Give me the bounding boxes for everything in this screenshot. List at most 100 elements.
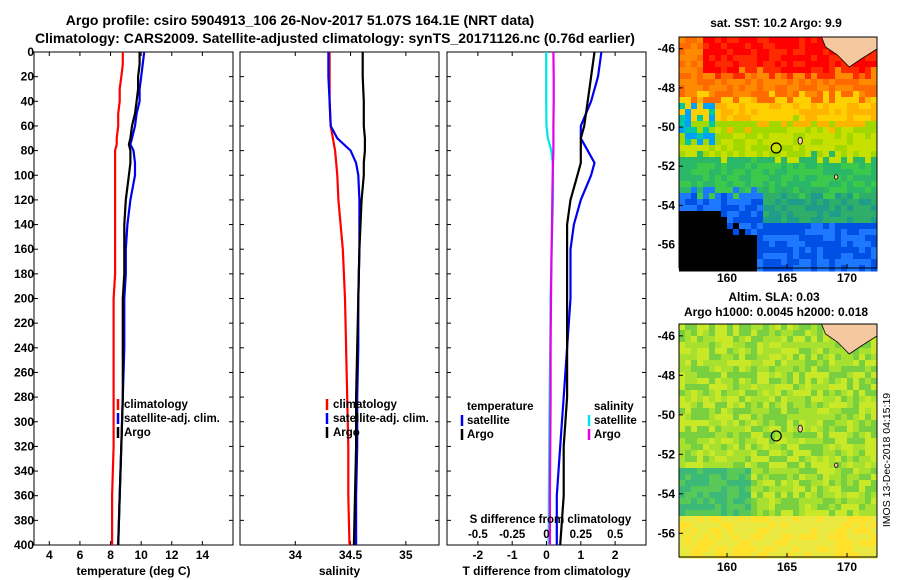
map-cell — [709, 552, 716, 559]
map-cell — [847, 402, 854, 409]
depth-tick-label: 240 — [14, 341, 34, 355]
map-cell — [853, 259, 860, 266]
map-cell — [715, 342, 722, 349]
map-cell — [691, 480, 698, 487]
map-cell — [823, 49, 830, 56]
map-cell — [721, 384, 728, 391]
map-cell — [727, 133, 734, 140]
map-cell — [751, 408, 758, 415]
map-cell — [745, 253, 752, 260]
map-cell — [859, 133, 866, 140]
map-cell — [781, 378, 788, 385]
map-cell — [787, 193, 794, 200]
map-cell — [871, 462, 878, 469]
map-cell — [817, 420, 824, 427]
map-cell — [811, 402, 818, 409]
island — [797, 136, 803, 145]
map-cell — [691, 420, 698, 427]
map-cell — [775, 324, 782, 331]
map-cell — [811, 456, 818, 463]
map-cell — [847, 103, 854, 110]
map-cell — [703, 462, 710, 469]
map-cell — [799, 91, 806, 98]
map-cell — [787, 402, 794, 409]
map-cell — [835, 127, 842, 134]
map-cell — [727, 456, 734, 463]
map-cell — [823, 229, 830, 236]
map-cell — [835, 175, 842, 182]
map-cell — [691, 127, 698, 134]
map-cell — [697, 414, 704, 421]
map-cell — [805, 43, 812, 50]
argo-position-marker — [770, 142, 782, 154]
map-cell — [775, 235, 782, 242]
map-cell — [727, 235, 734, 242]
map-cell — [847, 163, 854, 170]
map-cell — [859, 348, 866, 355]
map-cell — [835, 420, 842, 427]
map-cell — [715, 450, 722, 457]
map-cell — [775, 438, 782, 445]
map-cell — [835, 390, 842, 397]
map-cell — [679, 348, 686, 355]
map-cell — [781, 241, 788, 248]
map-cell — [757, 552, 764, 559]
map-cell — [865, 85, 872, 92]
map-cell — [847, 181, 854, 188]
map-cell — [763, 235, 770, 242]
map-cell — [727, 121, 734, 128]
map-cell — [865, 103, 872, 110]
map-cell — [709, 336, 716, 343]
map-cell — [685, 157, 692, 164]
map-cell — [709, 342, 716, 349]
map-cell — [763, 384, 770, 391]
map-cell — [739, 540, 746, 547]
map-cell — [715, 468, 722, 475]
map-cell — [799, 402, 806, 409]
map-cell — [817, 474, 824, 481]
map-cell — [679, 528, 686, 535]
map-cell — [871, 91, 878, 98]
map-cell — [817, 450, 824, 457]
map-cell — [679, 211, 686, 218]
map-cell — [679, 133, 686, 140]
map-cell — [715, 73, 722, 80]
lon-tick-label: 160 — [717, 271, 737, 285]
map-cell — [871, 360, 878, 367]
map-cell — [775, 175, 782, 182]
map-cell — [775, 462, 782, 469]
map-cell — [709, 235, 716, 242]
map-cell — [679, 199, 686, 206]
map-cell — [805, 498, 812, 505]
map-cell — [745, 67, 752, 74]
map-cell — [727, 247, 734, 254]
map-cell — [739, 157, 746, 164]
map-cell — [739, 378, 746, 385]
map-cell — [745, 486, 752, 493]
map-cell — [703, 181, 710, 188]
map-cell — [733, 498, 740, 505]
map-cell — [793, 193, 800, 200]
map-cell — [811, 145, 818, 152]
map-cell — [823, 85, 830, 92]
map-cell — [727, 259, 734, 266]
map-cell — [697, 211, 704, 218]
map-cell — [799, 103, 806, 110]
map-cell — [697, 372, 704, 379]
map-cell — [811, 528, 818, 535]
map-cell — [853, 139, 860, 146]
map-cell — [853, 366, 860, 373]
map-cell — [865, 414, 872, 421]
map-cell — [757, 43, 764, 50]
map-cell — [697, 193, 704, 200]
map-cell — [823, 366, 830, 373]
map-cell — [871, 133, 878, 140]
map-cell — [859, 229, 866, 236]
map-cell — [685, 175, 692, 182]
map-cell — [829, 342, 836, 349]
map-cell — [847, 145, 854, 152]
map-cell — [853, 67, 860, 74]
map-cell — [703, 468, 710, 475]
map-cell — [781, 103, 788, 110]
map-cell — [835, 121, 842, 128]
